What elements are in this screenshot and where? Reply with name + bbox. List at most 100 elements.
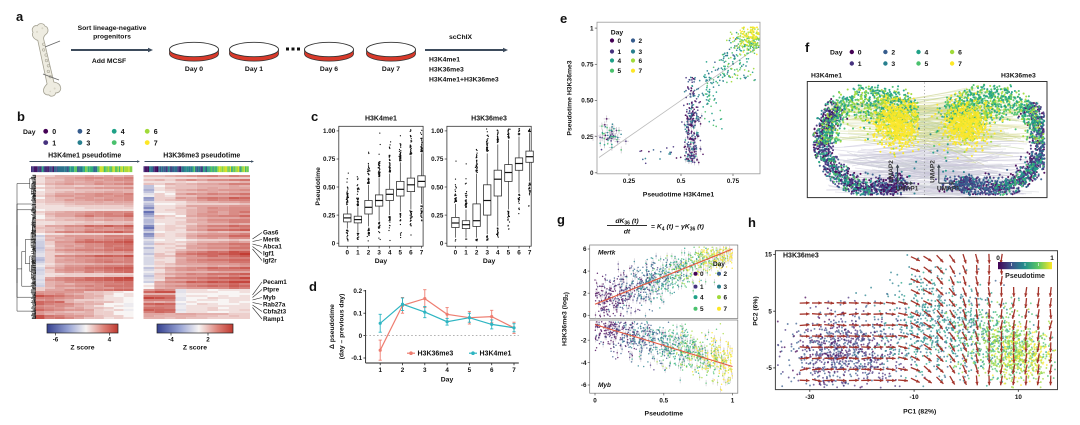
svg-text:4: 4 [445,367,449,374]
svg-text:2: 2 [639,38,643,45]
svg-text:6: 6 [409,250,413,257]
svg-text:0.25: 0.25 [581,134,594,141]
svg-text:3: 3 [891,61,895,68]
svg-text:7: 7 [639,68,643,75]
svg-text:= K4 (t) − γK36 (t): = K4 (t) − γK36 (t) [651,224,705,233]
svg-text:Gas6: Gas6 [263,230,279,237]
svg-text:Pseudotime H3K4me1: Pseudotime H3K4me1 [643,192,715,199]
svg-text:2: 2 [475,250,479,257]
svg-text:Day 0: Day 0 [185,66,203,73]
svg-text:Ptpre: Ptpre [263,287,280,294]
svg-text:4: 4 [583,268,587,275]
svg-text:4: 4 [700,294,704,301]
svg-text:-10: -10 [910,394,920,401]
svg-text:H3K36me3 pseudotime: H3K36me3 pseudotime [163,153,240,160]
svg-text:Cbfa2t3: Cbfa2t3 [263,309,287,316]
svg-text:Mertk: Mertk [598,250,616,257]
svg-text:0: 0 [996,255,1000,262]
svg-text:PC2 (6%): PC2 (6%) [753,296,760,325]
svg-text:6: 6 [517,250,521,257]
svg-text:3: 3 [485,250,489,257]
svg-text:H3K36me3 (log2): H3K36me3 (log2) [562,292,570,346]
svg-text:Z score: Z score [183,345,207,352]
svg-text:2: 2 [583,290,587,297]
svg-text:3: 3 [377,250,381,257]
svg-text:1: 1 [356,250,360,257]
svg-text:H3K36me3: H3K36me3 [429,67,464,74]
svg-text:2: 2 [401,367,405,374]
svg-text:5: 5 [768,308,772,315]
svg-text:H3K4me1 pseudotime: H3K4me1 pseudotime [48,153,121,160]
svg-text:0: 0 [52,129,56,136]
svg-text:-30: -30 [805,394,815,401]
svg-text:4: 4 [121,129,125,136]
svg-text:Sort lineage-negative: Sort lineage-negative [78,25,147,32]
svg-text:Ramp1: Ramp1 [263,316,284,323]
svg-text:Day: Day [375,258,388,265]
svg-text:6: 6 [583,246,587,253]
svg-text:0: 0 [583,313,587,320]
svg-text:6: 6 [958,50,962,57]
svg-text:0.5: 0.5 [677,178,686,185]
svg-text:1.00: 1.00 [323,128,336,135]
svg-text:0: 0 [700,271,704,278]
svg-text:4: 4 [925,50,929,57]
svg-text:0.75: 0.75 [581,61,594,68]
svg-text:Day: Day [23,129,36,136]
svg-text:Day: Day [611,30,624,37]
svg-text:f: f [805,40,810,55]
svg-text:1: 1 [858,61,862,68]
svg-text:4: 4 [388,250,392,257]
svg-text:Abca1: Abca1 [263,244,282,251]
svg-text:Pseudotime: Pseudotime [315,167,322,206]
svg-text:(day – previous day): (day – previous day) [339,294,346,360]
svg-text:1: 1 [700,284,704,291]
svg-text:a: a [16,9,24,24]
svg-text:5: 5 [121,140,125,147]
svg-text:H3K4me1: H3K4me1 [365,116,397,123]
svg-text:0.50: 0.50 [323,184,336,191]
svg-text:5: 5 [399,250,403,257]
svg-text:e: e [560,11,567,26]
svg-text:6: 6 [154,129,158,136]
svg-text:Igf2r: Igf2r [263,258,277,265]
svg-text:Day: Day [441,377,454,384]
svg-text:Day 1: Day 1 [245,66,263,73]
svg-text:0: 0 [858,50,862,57]
svg-text:7: 7 [528,250,532,257]
svg-text:5: 5 [925,61,929,68]
svg-text:g: g [557,212,565,227]
svg-text:1: 1 [378,367,382,374]
svg-text:d: d [309,279,317,294]
svg-text:10: 10 [1015,394,1023,401]
svg-text:-6: -6 [53,337,59,344]
svg-text:Δ pseudotime: Δ pseudotime [329,304,336,349]
svg-text:UMAP2: UMAP2 [929,160,936,183]
svg-text:7: 7 [724,306,728,313]
svg-text:2: 2 [367,250,371,257]
svg-text:4: 4 [108,337,112,344]
svg-text:Igf1: Igf1 [263,251,275,258]
svg-text:-4: -4 [581,360,587,367]
svg-text:H3K36me3: H3K36me3 [471,116,507,123]
svg-text:5: 5 [618,68,622,75]
svg-text:2: 2 [86,129,90,136]
svg-text:0: 0 [618,38,622,45]
svg-text:Rab27a: Rab27a [263,302,286,309]
svg-text:3: 3 [724,284,728,291]
svg-text:0: 0 [590,170,594,177]
svg-text:-5: -5 [766,365,772,372]
svg-text:0.25: 0.25 [623,178,636,185]
svg-text:progenitors: progenitors [93,34,131,41]
svg-text:3: 3 [639,49,643,56]
svg-text:H3K36me3: H3K36me3 [783,253,819,260]
svg-text:Pecam1: Pecam1 [263,279,287,286]
svg-text:7: 7 [154,140,158,147]
svg-text:1: 1 [618,49,622,56]
svg-text:7: 7 [512,367,516,374]
svg-text:H3K4me1: H3K4me1 [480,351,512,358]
svg-text:Pseudotime: Pseudotime [1005,273,1045,280]
svg-text:4: 4 [496,250,500,257]
svg-text:0: 0 [454,250,458,257]
svg-text:H3K4me1: H3K4me1 [429,57,460,64]
